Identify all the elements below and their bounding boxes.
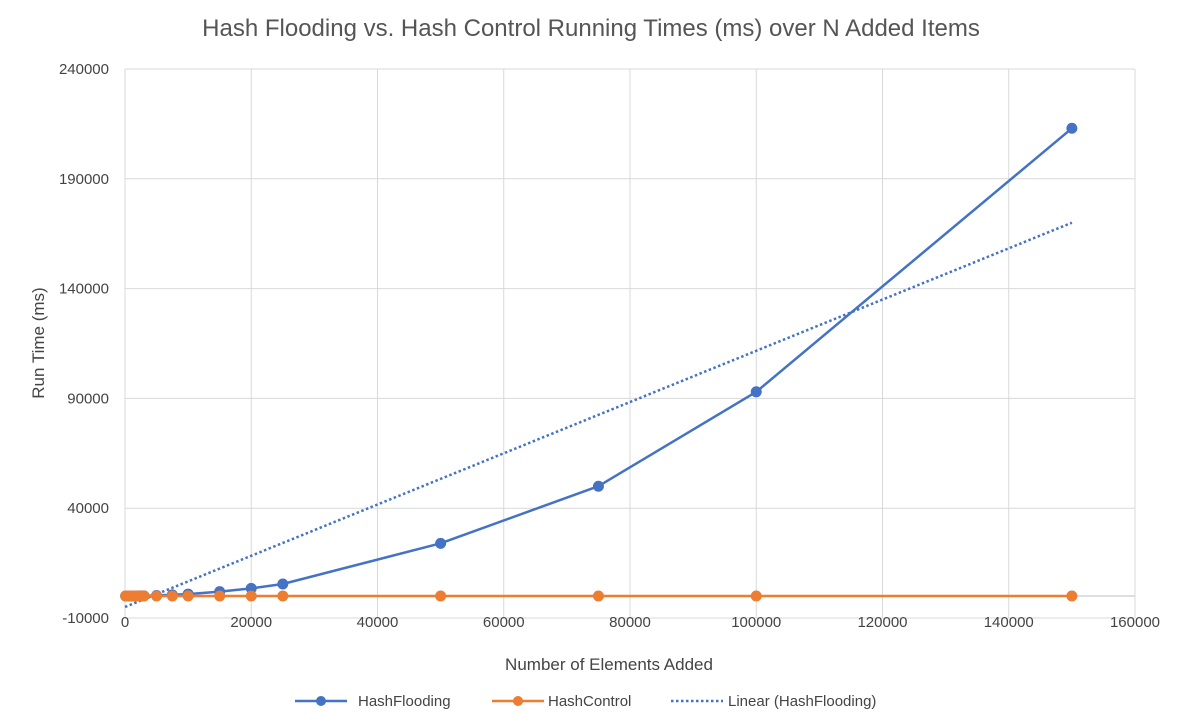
data-point-hashcontrol (245, 590, 257, 602)
data-point-hashcontrol (182, 590, 194, 602)
y-axis-title: Run Time (ms) (29, 287, 48, 398)
data-point-hashcontrol (151, 590, 163, 602)
data-point-hashflooding (277, 578, 289, 590)
x-tick-label: 160000 (1110, 614, 1160, 631)
legend-label: Linear (HashFlooding) (728, 693, 876, 710)
data-point-hashcontrol (1066, 590, 1078, 602)
trendline-linear-hashflooding (124, 221, 1073, 609)
data-point-hashcontrol (166, 590, 178, 602)
y-tick-label: 190000 (59, 171, 109, 188)
data-point-hashflooding (750, 386, 762, 398)
x-tick-label: 140000 (984, 614, 1034, 631)
gridlines (124, 68, 1136, 619)
y-tick-label: 140000 (59, 281, 109, 298)
x-axis-ticks: 0 20000 40000 60000 80000 100000 120000 140000 1… (121, 614, 1160, 631)
data-point-hashcontrol (750, 590, 762, 602)
data-point-hashcontrol (138, 590, 150, 602)
legend: HashFlooding HashControl Linear (HashFlood… (295, 693, 876, 710)
data-point-hashcontrol (277, 590, 289, 602)
x-tick-label: 120000 (857, 614, 907, 631)
series-line-hashflooding (125, 127, 1073, 598)
data-point-hashflooding (592, 480, 604, 492)
legend-item-hashflooding: HashFlooding (295, 693, 451, 710)
x-axis-title: Number of Elements Added (505, 655, 713, 674)
x-tick-label: 80000 (609, 614, 651, 631)
data-point-hashcontrol (214, 590, 226, 602)
data-point-hashflooding (1066, 122, 1078, 134)
y-tick-label: -10000 (62, 610, 109, 627)
x-tick-label: 40000 (357, 614, 399, 631)
legend-label: HashControl (548, 693, 631, 710)
x-tick-label: 60000 (483, 614, 525, 631)
y-tick-label: 40000 (67, 500, 109, 517)
data-point-hashcontrol (435, 590, 447, 602)
y-tick-label: 90000 (67, 390, 109, 407)
legend-item-linear-hashflooding: Linear (HashFlooding) (671, 693, 876, 710)
data-point-hashflooding (435, 537, 447, 549)
legend-marker (316, 696, 326, 706)
legend-label: HashFlooding (358, 693, 451, 710)
data-point-hashcontrol (592, 590, 604, 602)
x-tick-label: 0 (121, 614, 129, 631)
y-axis-ticks: -10000 40000 90000 140000 190000 240000 (59, 61, 109, 627)
x-tick-label: 100000 (731, 614, 781, 631)
chart-title: Hash Flooding vs. Hash Control Running T… (202, 15, 980, 42)
x-tick-label: 20000 (230, 614, 272, 631)
series-layer (120, 122, 1078, 609)
y-tick-label: 240000 (59, 61, 109, 78)
legend-item-hashcontrol: HashControl (492, 693, 631, 710)
legend-marker (513, 696, 523, 706)
